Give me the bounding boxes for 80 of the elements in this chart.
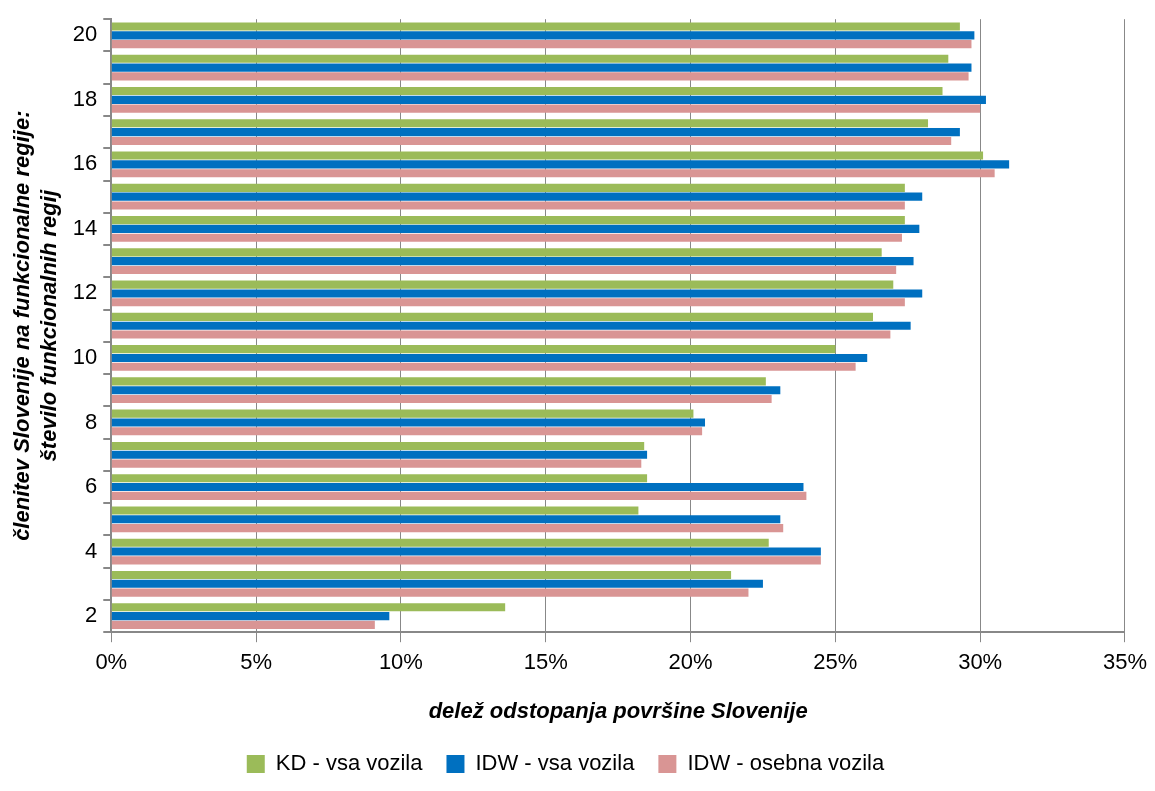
bar <box>111 183 905 192</box>
bar <box>111 22 960 31</box>
bar <box>111 201 905 210</box>
x-tick-label: 5% <box>240 649 272 675</box>
bar <box>111 459 642 468</box>
bar <box>111 345 836 354</box>
bar <box>111 169 995 178</box>
x-tick-label: 20% <box>668 649 713 675</box>
x-tick-label: 0% <box>95 649 128 675</box>
bar <box>111 418 706 427</box>
y-tick-label: 10 <box>72 344 98 370</box>
y-tick-label: 16 <box>72 150 98 176</box>
bar <box>111 612 390 621</box>
bar <box>111 72 969 81</box>
bar <box>111 265 897 275</box>
y-tick-label: 2 <box>85 602 98 628</box>
legend-label: IDW - vsa vozila <box>475 750 636 776</box>
y-tick-label: 14 <box>72 214 98 240</box>
x-axis-title: delež odstopanja površine Slovenije <box>428 697 808 723</box>
bar <box>111 620 375 629</box>
bar <box>111 603 506 612</box>
x-tick-label: 10% <box>378 649 423 675</box>
bar <box>111 538 769 547</box>
y-tick-label: 6 <box>85 473 98 499</box>
bar <box>111 248 882 257</box>
bar <box>111 515 781 524</box>
bar <box>111 570 732 580</box>
bar <box>111 321 911 330</box>
bar <box>111 289 923 298</box>
bar <box>111 86 943 96</box>
bar <box>111 128 960 137</box>
x-tick-label: 35% <box>1102 649 1148 675</box>
legend-label: IDW - osebna vozila <box>687 750 885 776</box>
y-tick-label: 18 <box>72 85 98 111</box>
bar <box>111 386 781 395</box>
bar <box>111 450 648 459</box>
y-axis-title: členitev Slovenije na funkcionalne regije: število funkcionalnih regij <box>9 110 61 541</box>
bar <box>111 54 949 63</box>
bar <box>111 427 703 436</box>
bar <box>111 192 923 201</box>
y-tick-label: 20 <box>72 21 98 47</box>
y-tick-label: 4 <box>85 537 98 563</box>
bar <box>111 441 645 450</box>
bar <box>111 482 804 492</box>
bar <box>111 151 984 160</box>
bar <box>111 40 972 49</box>
bar <box>111 119 929 128</box>
bar <box>111 579 763 588</box>
bar <box>111 547 821 556</box>
bar <box>111 224 920 233</box>
y-tick-label: 8 <box>85 408 98 434</box>
x-tick-label: 30% <box>958 649 1003 675</box>
bar <box>111 491 807 500</box>
bar <box>111 257 914 266</box>
bar <box>111 63 972 72</box>
bar <box>111 280 894 289</box>
x-tick-label: 15% <box>523 649 568 675</box>
bar <box>111 506 639 515</box>
bar <box>111 353 868 363</box>
bar <box>111 233 902 242</box>
bar <box>111 474 648 483</box>
bar <box>111 104 981 113</box>
y-tick-label: 12 <box>72 279 98 305</box>
bar <box>111 409 694 418</box>
bar <box>111 524 784 533</box>
legend-label: KD - vsa vozila <box>275 750 424 776</box>
x-tick-label: 25% <box>813 649 858 675</box>
bar <box>111 556 821 565</box>
bar <box>111 330 891 339</box>
bar <box>111 298 905 307</box>
bar <box>111 312 873 321</box>
bar <box>111 95 986 104</box>
bar <box>111 377 766 386</box>
bar <box>111 160 1010 169</box>
bar <box>111 31 975 40</box>
bar <box>111 362 856 371</box>
bar <box>111 588 749 597</box>
bar <box>111 216 905 225</box>
bar <box>111 136 952 145</box>
bar <box>111 394 772 404</box>
